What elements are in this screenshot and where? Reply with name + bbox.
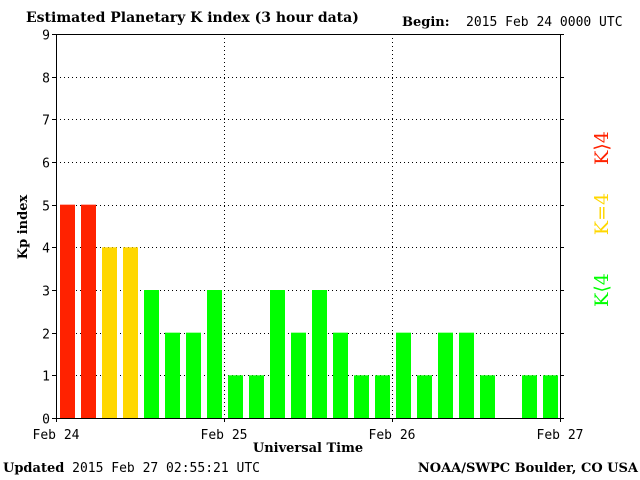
bars [60,204,558,418]
chart-title: Estimated Planetary K index (3 hour data… [26,10,359,26]
kp-bar [186,332,201,418]
legend: K⟨4 K=4 K⟩4 [591,131,613,307]
kp-bar [81,204,96,418]
credit-text: NOAA/SWPC Boulder, CO USA [417,461,638,476]
updated-value: 2015 Feb 27 02:55:21 UTC [72,461,260,476]
grid-lines [56,34,560,418]
x-tick-label: Feb 26 [369,428,416,443]
kp-bar [249,375,264,418]
kp-bar [480,375,495,418]
legend-entry: K⟨4 [591,273,613,307]
y-tick-label: 2 [42,328,50,343]
y-tick-label: 4 [42,242,50,257]
legend-entry: K⟩4 [591,131,613,165]
y-tick-label: 0 [42,413,50,428]
kp-bar [228,375,243,418]
x-axis-ticks: Feb 24 Feb 25 Feb 26 Feb 27 [33,418,584,443]
kp-bar [375,375,390,418]
plot-frame [56,34,561,419]
updated-timestamp: Updated 2015 Feb 27 02:55:21 UTC [3,461,260,477]
updated-label: Updated [3,461,65,476]
y-tick-label: 1 [42,370,50,385]
x-tick-label: Feb 24 [33,428,80,443]
kp-bar [438,332,453,418]
kp-bar [312,290,327,418]
kp-bar [396,332,411,418]
kp-bar [291,332,306,418]
kp-bar [123,247,138,418]
kp-bar [165,332,180,418]
kp-bar [60,204,75,418]
y-tick-label: 7 [42,114,50,129]
y-tick-label: 8 [42,72,50,87]
kp-bar [522,375,537,418]
y-axis-title: Kp index [16,195,31,260]
kp-bar [543,375,558,418]
kp-bar [354,375,369,418]
x-tick-label: Feb 25 [201,428,248,443]
kp-bar [144,290,159,418]
legend-entry: K=4 [591,193,613,235]
y-tick-label: 5 [42,200,50,215]
x-axis-title: Universal Time [253,441,363,456]
y-tick-label: 6 [42,157,50,172]
kp-bar [459,332,474,418]
begin-value: 2015 Feb 24 0000 UTC [466,15,623,30]
y-tick-label: 3 [42,285,50,300]
y-axis-ticks: 0 1 2 3 4 5 6 7 8 9 [42,29,564,428]
kp-bar [417,375,432,418]
x-tick-label: Feb 27 [537,428,584,443]
kp-bar [333,332,348,418]
y-tick-label: 9 [42,29,50,44]
begin-label: Begin: [402,15,450,30]
kp-bar [102,247,117,418]
kp-bar [270,290,285,418]
kp-bar [207,290,222,418]
